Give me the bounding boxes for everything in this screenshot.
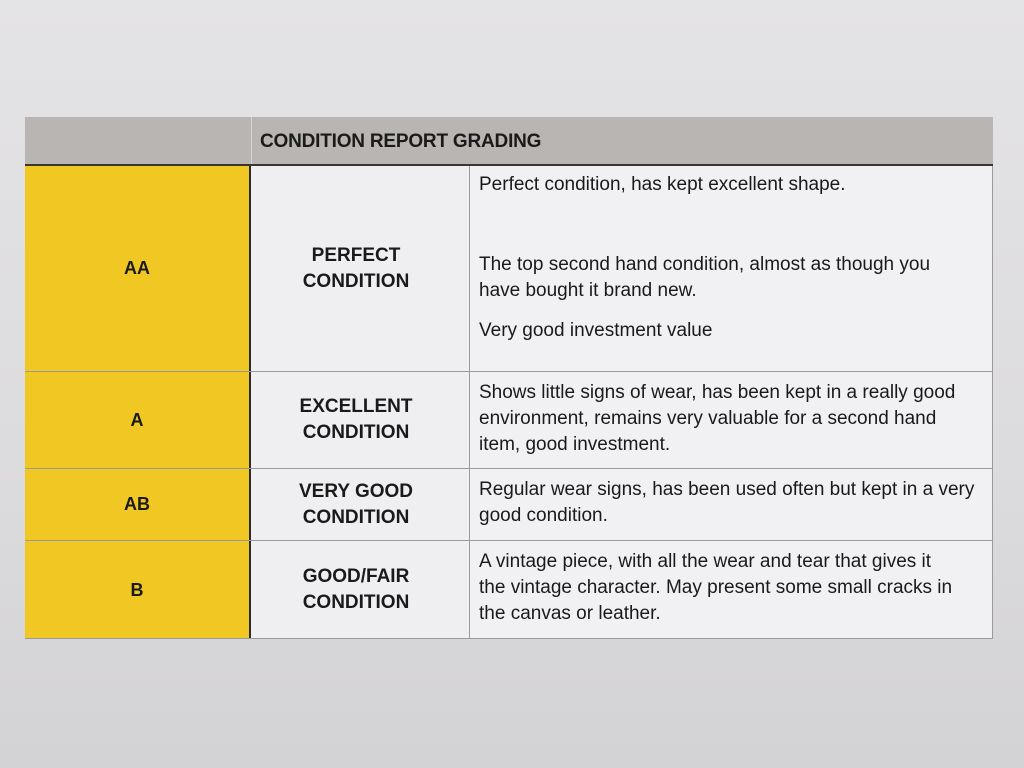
condition-cell: EXCELLENT CONDITION: [251, 372, 470, 468]
table-row-ab: AB VERY GOOD CONDITION Regular wear signs…: [25, 469, 993, 540]
grade-cell: AA: [25, 166, 251, 371]
grade-cell: AB: [25, 469, 251, 540]
condition-line: EXCELLENT: [299, 396, 413, 417]
condition-line: CONDITION: [302, 506, 410, 528]
condition-line: GOOD/FAIR: [302, 566, 410, 587]
row-divider: [25, 540, 993, 541]
row-divider: [25, 371, 993, 372]
row-divider: [25, 638, 993, 639]
table-row-a: A EXCELLENT CONDITION Shows little signs …: [25, 372, 993, 468]
table-header: CONDITION REPORT GRADING: [25, 117, 993, 166]
condition-cell: VERY GOOD CONDITION: [251, 469, 470, 540]
table-row-b: B GOOD/FAIR CONDITION A vintage piece, wi…: [25, 541, 993, 639]
condition-line: PERFECT: [311, 244, 401, 266]
condition-cell: PERFECT CONDITION: [251, 166, 470, 371]
description-cell: Perfect condition, has kept excellent sh…: [470, 166, 993, 371]
description-cell: Shows little signs of wear, has been kep…: [470, 372, 993, 468]
description-text: A vintage piece, with all the wear and t…: [479, 551, 953, 624]
table-row-aa: AA PERFECT CONDITION Perfect condition, h…: [25, 166, 993, 371]
description-text: Shows little signs of wear, has been kep…: [479, 382, 956, 455]
description-text: Perfect condition, has kept excellent sh…: [479, 174, 846, 195]
description-cell: Regular wear signs, has been used often …: [470, 469, 993, 540]
row-divider: [25, 468, 993, 469]
condition-grading-table: CONDITION REPORT GRADING AA PERFECT CONDI…: [25, 117, 993, 639]
description-text: The top second hand condition, almost as…: [479, 254, 931, 301]
condition-line: CONDITION: [302, 270, 410, 292]
description-text: Regular wear signs, has been used often …: [479, 479, 975, 526]
description-text: Very good investment value: [479, 320, 713, 341]
condition-line: VERY GOOD: [298, 480, 414, 502]
table-title: CONDITION REPORT GRADING: [260, 131, 542, 152]
header-divider: [251, 117, 252, 164]
description-cell: A vintage piece, with all the wear and t…: [470, 541, 993, 639]
condition-cell: GOOD/FAIR CONDITION: [251, 541, 470, 639]
grade-cell: B: [25, 541, 251, 639]
condition-line: CONDITION: [302, 422, 410, 443]
grade-cell: A: [25, 372, 251, 468]
condition-line: CONDITION: [302, 592, 410, 613]
